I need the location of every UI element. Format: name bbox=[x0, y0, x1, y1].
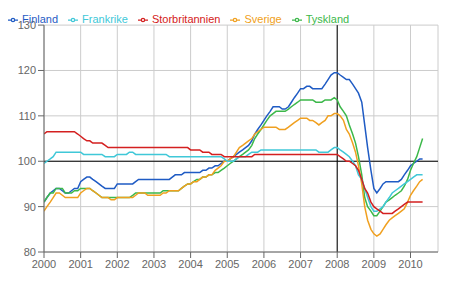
svg-text:110: 110 bbox=[18, 110, 36, 122]
svg-text:2007: 2007 bbox=[288, 258, 312, 270]
svg-text:120: 120 bbox=[18, 64, 36, 76]
svg-text:2003: 2003 bbox=[142, 258, 166, 270]
svg-text:2004: 2004 bbox=[178, 258, 202, 270]
svg-text:80: 80 bbox=[24, 246, 36, 258]
svg-text:90: 90 bbox=[24, 201, 36, 213]
svg-text:2009: 2009 bbox=[362, 258, 386, 270]
svg-text:2006: 2006 bbox=[252, 258, 276, 270]
svg-text:2010: 2010 bbox=[398, 258, 422, 270]
svg-text:100: 100 bbox=[18, 155, 36, 167]
svg-text:2001: 2001 bbox=[68, 258, 92, 270]
svg-text:2002: 2002 bbox=[105, 258, 129, 270]
svg-text:2005: 2005 bbox=[215, 258, 239, 270]
svg-text:2000: 2000 bbox=[32, 258, 56, 270]
svg-text:2008: 2008 bbox=[325, 258, 349, 270]
svg-text:130: 130 bbox=[18, 19, 36, 31]
